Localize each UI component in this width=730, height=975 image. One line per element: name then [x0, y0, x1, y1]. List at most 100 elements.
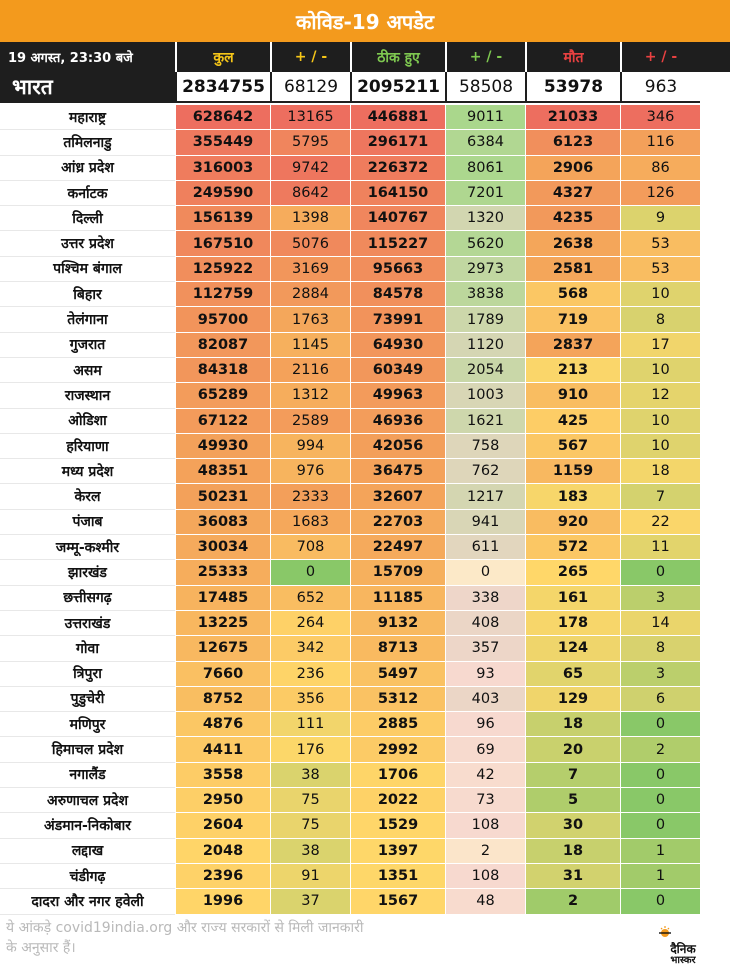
death-cases: 161	[525, 585, 620, 611]
recovered-cases: 1529	[350, 813, 445, 839]
table-row: चंडीगढ़ 2396 91 1351 108 31 1	[0, 863, 730, 890]
national-deaths: 53978	[525, 72, 620, 103]
death-cases: 4327	[525, 180, 620, 207]
recovered-cases: 226372	[350, 155, 445, 181]
death-cases: 124	[525, 636, 620, 662]
total-cases: 1996	[175, 889, 270, 915]
recovered-change: 403	[445, 686, 525, 713]
total-cases: 4876	[175, 712, 270, 738]
total-cases: 13225	[175, 610, 270, 637]
deaths-change: 0	[620, 813, 700, 839]
total-cases: 2396	[175, 863, 270, 890]
total-cases: 95700	[175, 307, 270, 333]
total-change: 1683	[270, 509, 350, 536]
recovered-cases: 1706	[350, 762, 445, 789]
total-cases: 156139	[175, 206, 270, 232]
recovered-cases: 73991	[350, 307, 445, 333]
death-cases: 2837	[525, 332, 620, 358]
recovered-cases: 22497	[350, 535, 445, 561]
total-change: 1763	[270, 307, 350, 333]
recovered-cases: 140767	[350, 206, 445, 232]
total-change: 264	[270, 610, 350, 637]
total-cases: 167510	[175, 231, 270, 257]
deaths-change: 8	[620, 636, 700, 662]
table-row: मणिपुर 4876 111 2885 96 18 0	[0, 712, 730, 738]
recovered-cases: 1567	[350, 889, 445, 915]
recovered-change: 42	[445, 762, 525, 789]
death-cases: 65	[525, 661, 620, 687]
total-cases: 84318	[175, 357, 270, 384]
table-row: ओडिशा 67122 2589 46936 1621 425 10	[0, 408, 730, 434]
total-change: 0	[270, 560, 350, 586]
total-cases: 3558	[175, 762, 270, 789]
state-table: महाराष्ट्र 628642 13165 446881 9011 21033 346 त…	[0, 105, 730, 915]
recovered-change: 1120	[445, 332, 525, 358]
total-cases: 2950	[175, 788, 270, 814]
table-row: अंडमान-निकोबार 2604 75 1529 108 30 0	[0, 813, 730, 839]
deaths-change: 10	[620, 433, 700, 460]
total-change: 75	[270, 788, 350, 814]
total-change: 75	[270, 813, 350, 839]
death-cases: 18	[525, 838, 620, 864]
deaths-change: 22	[620, 509, 700, 536]
table-row: अरुणाचल प्रदेश 2950 75 2022 73 5 0	[0, 788, 730, 814]
death-cases: 572	[525, 535, 620, 561]
total-cases: 2048	[175, 838, 270, 864]
recovered-cases: 32607	[350, 484, 445, 510]
deaths-change: 2	[620, 737, 700, 763]
state-name: उत्तराखंड	[0, 610, 175, 637]
deaths-change: 12	[620, 383, 700, 409]
total-change: 111	[270, 712, 350, 738]
table-row: जम्मू-कश्मीर 30034 708 22497 611 572 11	[0, 535, 730, 561]
recovered-change: 1003	[445, 383, 525, 409]
recovered-change: 1621	[445, 408, 525, 434]
recovered-change: 611	[445, 535, 525, 561]
table-row: केरल 50231 2333 32607 1217 183 7	[0, 484, 730, 510]
recovered-change: 93	[445, 661, 525, 687]
total-cases: 48351	[175, 459, 270, 485]
total-change: 708	[270, 535, 350, 561]
total-change: 38	[270, 762, 350, 789]
death-cases: 31	[525, 863, 620, 890]
recovered-cases: 5497	[350, 661, 445, 687]
death-cases: 910	[525, 383, 620, 409]
death-cases: 2	[525, 889, 620, 915]
total-cases: 25333	[175, 560, 270, 586]
recovered-cases: 42056	[350, 433, 445, 460]
total-cases: 249590	[175, 180, 270, 207]
table-row: असम 84318 2116 60349 2054 213 10	[0, 357, 730, 384]
death-cases: 178	[525, 610, 620, 637]
recovered-cases: 95663	[350, 256, 445, 283]
state-name: कर्नाटक	[0, 180, 175, 207]
logo-line-2: भास्कर	[670, 955, 696, 966]
recovered-change: 8061	[445, 155, 525, 181]
total-change: 2116	[270, 357, 350, 384]
table-row: आंध्र प्रदेश 316003 9742 226372 8061 2906 86	[0, 155, 730, 181]
state-name: त्रिपुरा	[0, 661, 175, 687]
table-row: त्रिपुरा 7660 236 5497 93 65 3	[0, 661, 730, 687]
total-change: 356	[270, 686, 350, 713]
deaths-change: 0	[620, 788, 700, 814]
total-cases: 112759	[175, 282, 270, 308]
total-change: 2884	[270, 282, 350, 308]
table-row: राजस्थान 65289 1312 49963 1003 910 12	[0, 383, 730, 409]
recovered-cases: 36475	[350, 459, 445, 485]
deaths-change: 8	[620, 307, 700, 333]
total-cases: 355449	[175, 130, 270, 156]
state-name: पंजाब	[0, 509, 175, 536]
total-cases: 50231	[175, 484, 270, 510]
national-recovered: 2095211	[350, 72, 445, 103]
total-change: 13165	[270, 105, 350, 131]
recovered-change: 762	[445, 459, 525, 485]
total-cases: 8752	[175, 686, 270, 713]
deaths-change: 3	[620, 585, 700, 611]
recovered-cases: 5312	[350, 686, 445, 713]
death-cases: 567	[525, 433, 620, 460]
table-row: गुजरात 82087 1145 64930 1120 2837 17	[0, 332, 730, 358]
total-cases: 2604	[175, 813, 270, 839]
table-row: तेलंगाना 95700 1763 73991 1789 719 8	[0, 307, 730, 333]
recovered-change: 108	[445, 813, 525, 839]
total-change: 236	[270, 661, 350, 687]
total-cases: 36083	[175, 509, 270, 536]
death-cases: 719	[525, 307, 620, 333]
